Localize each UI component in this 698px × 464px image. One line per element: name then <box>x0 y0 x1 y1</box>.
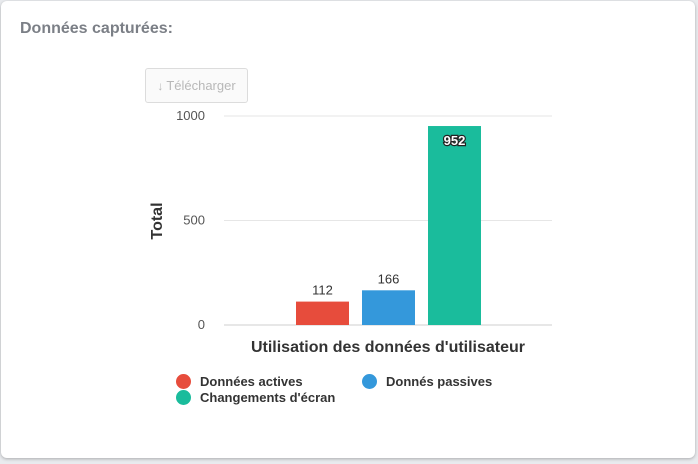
bar[interactable] <box>362 290 415 325</box>
y-tick-label: 500 <box>183 213 205 228</box>
y-axis-title: Total <box>149 202 166 239</box>
legend-item[interactable]: Changements d'écran <box>176 390 335 405</box>
legend-item[interactable]: Données actives <box>176 374 303 389</box>
legend-label: Donnés passives <box>386 374 493 389</box>
data-label: 112 <box>312 283 333 298</box>
y-tick-label: 1000 <box>176 108 205 123</box>
legend-color-dot-icon <box>362 374 377 389</box>
download-arrow-icon: ↓ <box>157 78 164 93</box>
download-button[interactable]: ↓ Télécharger <box>145 68 248 103</box>
bars: 112 166 952 <box>296 126 481 325</box>
download-button-label: Télécharger <box>166 78 236 93</box>
legend-label: Données actives <box>200 374 303 389</box>
x-axis-title: Utilisation des données d'utilisateur <box>251 339 525 356</box>
chart-card: Données capturées: <box>1 1 695 458</box>
bar[interactable] <box>296 301 349 325</box>
bar[interactable] <box>428 126 481 325</box>
legend-item[interactable]: Donnés passives <box>362 374 492 389</box>
card-title: Données capturées: <box>20 20 173 37</box>
data-label: 166 <box>378 271 400 286</box>
legend-color-dot-icon <box>176 390 191 405</box>
y-axis-ticks: 0 500 1000 <box>176 108 205 332</box>
legend-label: Changements d'écran <box>200 390 336 405</box>
y-tick-label: 0 <box>198 317 205 332</box>
data-label: 952 <box>444 133 466 148</box>
legend-color-dot-icon <box>176 374 191 389</box>
